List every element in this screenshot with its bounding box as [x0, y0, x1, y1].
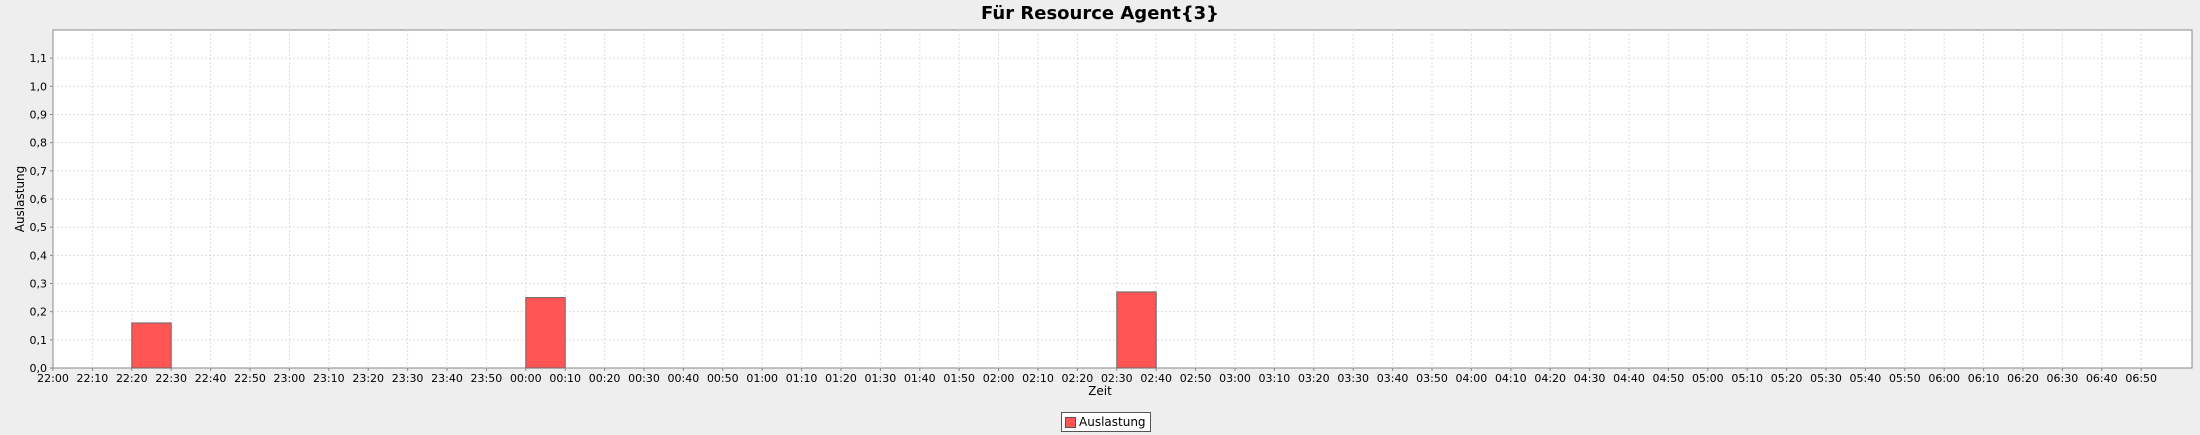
- x-tick-label: 00:50: [707, 372, 739, 385]
- x-tick-label: 23:20: [352, 372, 384, 385]
- chart-title: Für Resource Agent{3}: [981, 3, 1219, 24]
- x-tick-label: 01:20: [825, 372, 857, 385]
- x-tick-label: 05:10: [1731, 372, 1763, 385]
- x-tick-label: 05:40: [1850, 372, 1882, 385]
- y-tick-label: 0,5: [30, 221, 48, 234]
- x-tick-label: 22:30: [155, 372, 187, 385]
- bars: [131, 291, 1157, 369]
- x-tick-label: 01:40: [904, 372, 936, 385]
- y-tick-label: 1,1: [30, 52, 48, 65]
- x-tick-label: 02:00: [983, 372, 1015, 385]
- y-tick-label: 0,9: [30, 109, 48, 122]
- x-tick-label: 23:10: [313, 372, 345, 385]
- x-tick-label: 05:50: [1889, 372, 1921, 385]
- x-tick-label: 06:30: [2047, 372, 2079, 385]
- y-tick-label: 0,0: [30, 362, 48, 375]
- x-tick-label: 22:20: [116, 372, 148, 385]
- y-axis-label: Auslastung: [13, 166, 27, 233]
- x-tick-label: 05:00: [1692, 372, 1724, 385]
- y-tick-label: 1,0: [30, 80, 48, 93]
- x-tick-label: 04:30: [1574, 372, 1606, 385]
- x-tick-label: 06:50: [2125, 372, 2157, 385]
- x-tick-label: 23:30: [392, 372, 424, 385]
- x-tick-label: 04:20: [1534, 372, 1566, 385]
- x-tick-label: 02:50: [1180, 372, 1212, 385]
- x-tick-label: 05:20: [1771, 372, 1803, 385]
- x-tick-label: 02:10: [1022, 372, 1054, 385]
- x-tick-label: 04:50: [1653, 372, 1685, 385]
- x-tick-label: 02:30: [1101, 372, 1133, 385]
- x-tick-label: 04:40: [1613, 372, 1645, 385]
- bar: [131, 322, 172, 369]
- x-tick-label: 05:30: [1810, 372, 1842, 385]
- y-tick-label: 0,1: [30, 334, 48, 347]
- legend: Auslastung: [1061, 412, 1151, 432]
- x-tick-label: 22:10: [77, 372, 109, 385]
- y-tick-label: 0,3: [30, 278, 48, 291]
- x-tick-label: 06:00: [1928, 372, 1960, 385]
- x-tick-label: 04:00: [1456, 372, 1488, 385]
- x-tick-label: 01:10: [786, 372, 818, 385]
- x-tick-label: 03:50: [1416, 372, 1448, 385]
- x-axis: 22:00 22:10 22:20 22:30 22:40 22:50 23:00 23:10…: [37, 368, 2157, 385]
- y-tick-label: 0,7: [30, 165, 48, 178]
- x-tick-label: 22:50: [234, 372, 266, 385]
- x-tick-label: 01:30: [865, 372, 897, 385]
- bar: [525, 297, 566, 369]
- x-tick-label: 00:40: [668, 372, 700, 385]
- x-tick-label: 06:40: [2086, 372, 2118, 385]
- x-tick-label: 03:40: [1377, 372, 1409, 385]
- x-tick-label: 03:30: [1337, 372, 1369, 385]
- x-tick-label: 02:40: [1140, 372, 1172, 385]
- x-tick-label: 00:00: [510, 372, 542, 385]
- x-tick-label: 22:00: [37, 372, 69, 385]
- x-tick-label: 23:00: [274, 372, 306, 385]
- y-tick-label: 0,4: [30, 249, 48, 262]
- legend-swatch: [1065, 416, 1076, 428]
- x-tick-label: 01:00: [746, 372, 778, 385]
- y-tick-label: 0,8: [30, 137, 48, 150]
- bar: [1116, 291, 1157, 369]
- x-tick-label: 04:10: [1495, 372, 1527, 385]
- x-axis-label: Zeit: [1088, 384, 1112, 398]
- y-tick-label: 0,6: [30, 193, 48, 206]
- x-tick-label: 00:20: [589, 372, 621, 385]
- x-tick-label: 22:40: [195, 372, 227, 385]
- y-tick-label: 0,2: [30, 306, 48, 319]
- x-tick-label: 02:20: [1062, 372, 1094, 385]
- legend-label: Auslastung: [1079, 415, 1146, 429]
- x-tick-label: 06:10: [1968, 372, 2000, 385]
- x-tick-label: 00:10: [549, 372, 581, 385]
- y-axis: 0,0 0,1 0,2 0,3 0,4 0,5 0,6 0,7 0,8 0,9 1,0 1,1: [30, 52, 53, 375]
- x-tick-label: 01:50: [943, 372, 975, 385]
- x-tick-label: 03:20: [1298, 372, 1330, 385]
- x-tick-label: 23:40: [431, 372, 463, 385]
- x-tick-label: 23:50: [471, 372, 503, 385]
- x-tick-label: 03:00: [1219, 372, 1251, 385]
- x-tick-label: 03:10: [1259, 372, 1291, 385]
- x-tick-label: 00:30: [628, 372, 660, 385]
- x-tick-label: 06:20: [2007, 372, 2039, 385]
